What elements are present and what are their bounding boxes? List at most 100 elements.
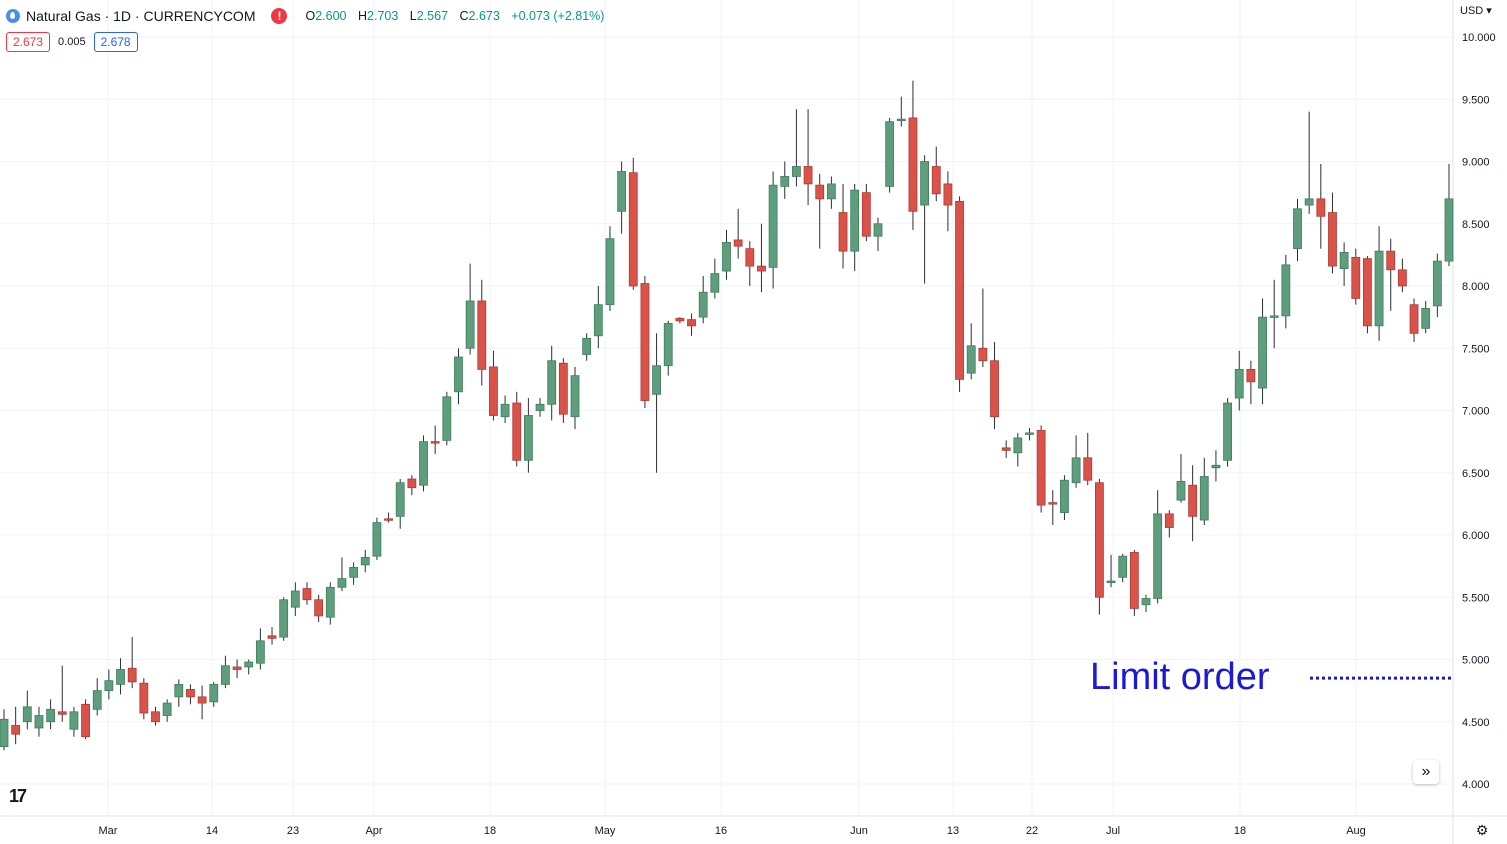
candle-down [803, 166, 813, 185]
candle-down [990, 360, 999, 418]
y-tick-label: 8.500 [1462, 219, 1490, 231]
currency-selector[interactable]: USD ▾ [1460, 5, 1492, 17]
chevron-down-icon: ▾ [1483, 5, 1492, 17]
candle-down [1083, 457, 1093, 481]
high-value: 2.703 [367, 9, 399, 23]
candle-up [710, 273, 720, 293]
candle-down [186, 688, 195, 698]
candle-up [1304, 198, 1314, 206]
candle-up [174, 684, 184, 698]
candle-down [1409, 304, 1419, 334]
close-value: 2.673 [468, 9, 500, 23]
candle-up [104, 680, 114, 692]
candle-up [780, 176, 790, 187]
candle-down [477, 300, 487, 370]
y-tick-label: 7.500 [1462, 343, 1490, 355]
natural-gas-icon [6, 9, 20, 23]
x-tick-label: Apr [365, 825, 382, 837]
candle-down [628, 172, 638, 287]
bid-button[interactable]: 2.673 [6, 32, 51, 52]
candle-up [255, 640, 265, 664]
y-tick-label: 5.000 [1462, 655, 1490, 667]
candle-up [1211, 464, 1221, 469]
candle-down [11, 725, 21, 735]
candle-up [850, 189, 860, 252]
candle-up [547, 360, 557, 405]
alert-icon[interactable]: ! [271, 8, 288, 24]
candle-up [209, 684, 219, 703]
candle-up [1223, 402, 1232, 461]
candle-up [1141, 598, 1151, 606]
candle-down [127, 667, 137, 683]
candle-up [69, 711, 79, 730]
x-tick-label: Mar [99, 825, 118, 837]
candle-up [395, 482, 405, 517]
candle-down [81, 703, 90, 738]
candle-down [1328, 212, 1337, 267]
candle-up [582, 337, 592, 355]
candle-down [687, 319, 696, 327]
candle-down [139, 682, 149, 714]
candle-up [1444, 198, 1454, 262]
candle-up [1374, 250, 1384, 327]
candle-up [593, 304, 603, 337]
candle-down [1036, 430, 1046, 506]
candle-up [46, 708, 56, 723]
candle-down [675, 317, 685, 322]
candle-down [197, 696, 207, 704]
candle-up [1339, 251, 1349, 269]
candle-up [1060, 479, 1069, 513]
candle-up [1106, 580, 1116, 583]
candle-down [407, 478, 417, 489]
ask-button[interactable]: 2.678 [93, 32, 138, 52]
candle-down [558, 362, 568, 415]
candle-up [221, 665, 230, 685]
candle-up [34, 715, 44, 729]
y-tick-label: 6.000 [1462, 530, 1490, 542]
candle-down [384, 518, 393, 521]
candle-up [92, 690, 102, 710]
y-tick-label: 4.500 [1462, 717, 1490, 729]
candle-down [1095, 482, 1104, 598]
scroll-to-realtime-button[interactable]: » [1413, 760, 1439, 784]
candle-up [279, 599, 289, 638]
settings-gear-icon[interactable]: ⚙ [1475, 821, 1489, 838]
candle-down [943, 183, 953, 206]
candle-up [896, 118, 906, 122]
candle-up [244, 661, 254, 668]
candle-up [442, 396, 452, 441]
candle-up [698, 291, 708, 318]
x-tick-label: 22 [1026, 825, 1038, 837]
candle-up [570, 375, 580, 418]
candle-up [500, 403, 510, 418]
candle-up [349, 566, 358, 578]
candle-up [535, 403, 545, 411]
change-value: +0.073 (+2.81%) [511, 9, 605, 23]
candle-up [885, 121, 895, 187]
spread-value: 0.005 [58, 36, 86, 48]
candle-down [1351, 256, 1361, 299]
candle-up [1432, 260, 1442, 307]
double-chevron-right-icon: » [1421, 763, 1431, 780]
candle-up [605, 238, 615, 306]
candle-up [826, 183, 836, 200]
candle-up [372, 522, 382, 557]
symbol-title[interactable]: Natural Gas · 1D · CURRENCYCOM [26, 8, 256, 24]
candle-up [966, 345, 976, 374]
candle-up [325, 586, 335, 618]
candle-up [652, 365, 661, 395]
candle-down [1397, 269, 1407, 287]
candle-up [1199, 476, 1209, 521]
candle-up [722, 242, 731, 272]
candle-down [302, 588, 312, 601]
candle-up [1118, 555, 1128, 578]
y-tick-label: 7.000 [1462, 406, 1490, 418]
candle-down [815, 184, 825, 200]
candle-up [116, 669, 125, 685]
candle-down [151, 711, 160, 723]
limit-order-annotation: Limit order [1090, 656, 1270, 698]
x-tick-label: Jul [1106, 825, 1120, 837]
candle-up [1153, 513, 1163, 599]
candle-up [1258, 316, 1267, 389]
